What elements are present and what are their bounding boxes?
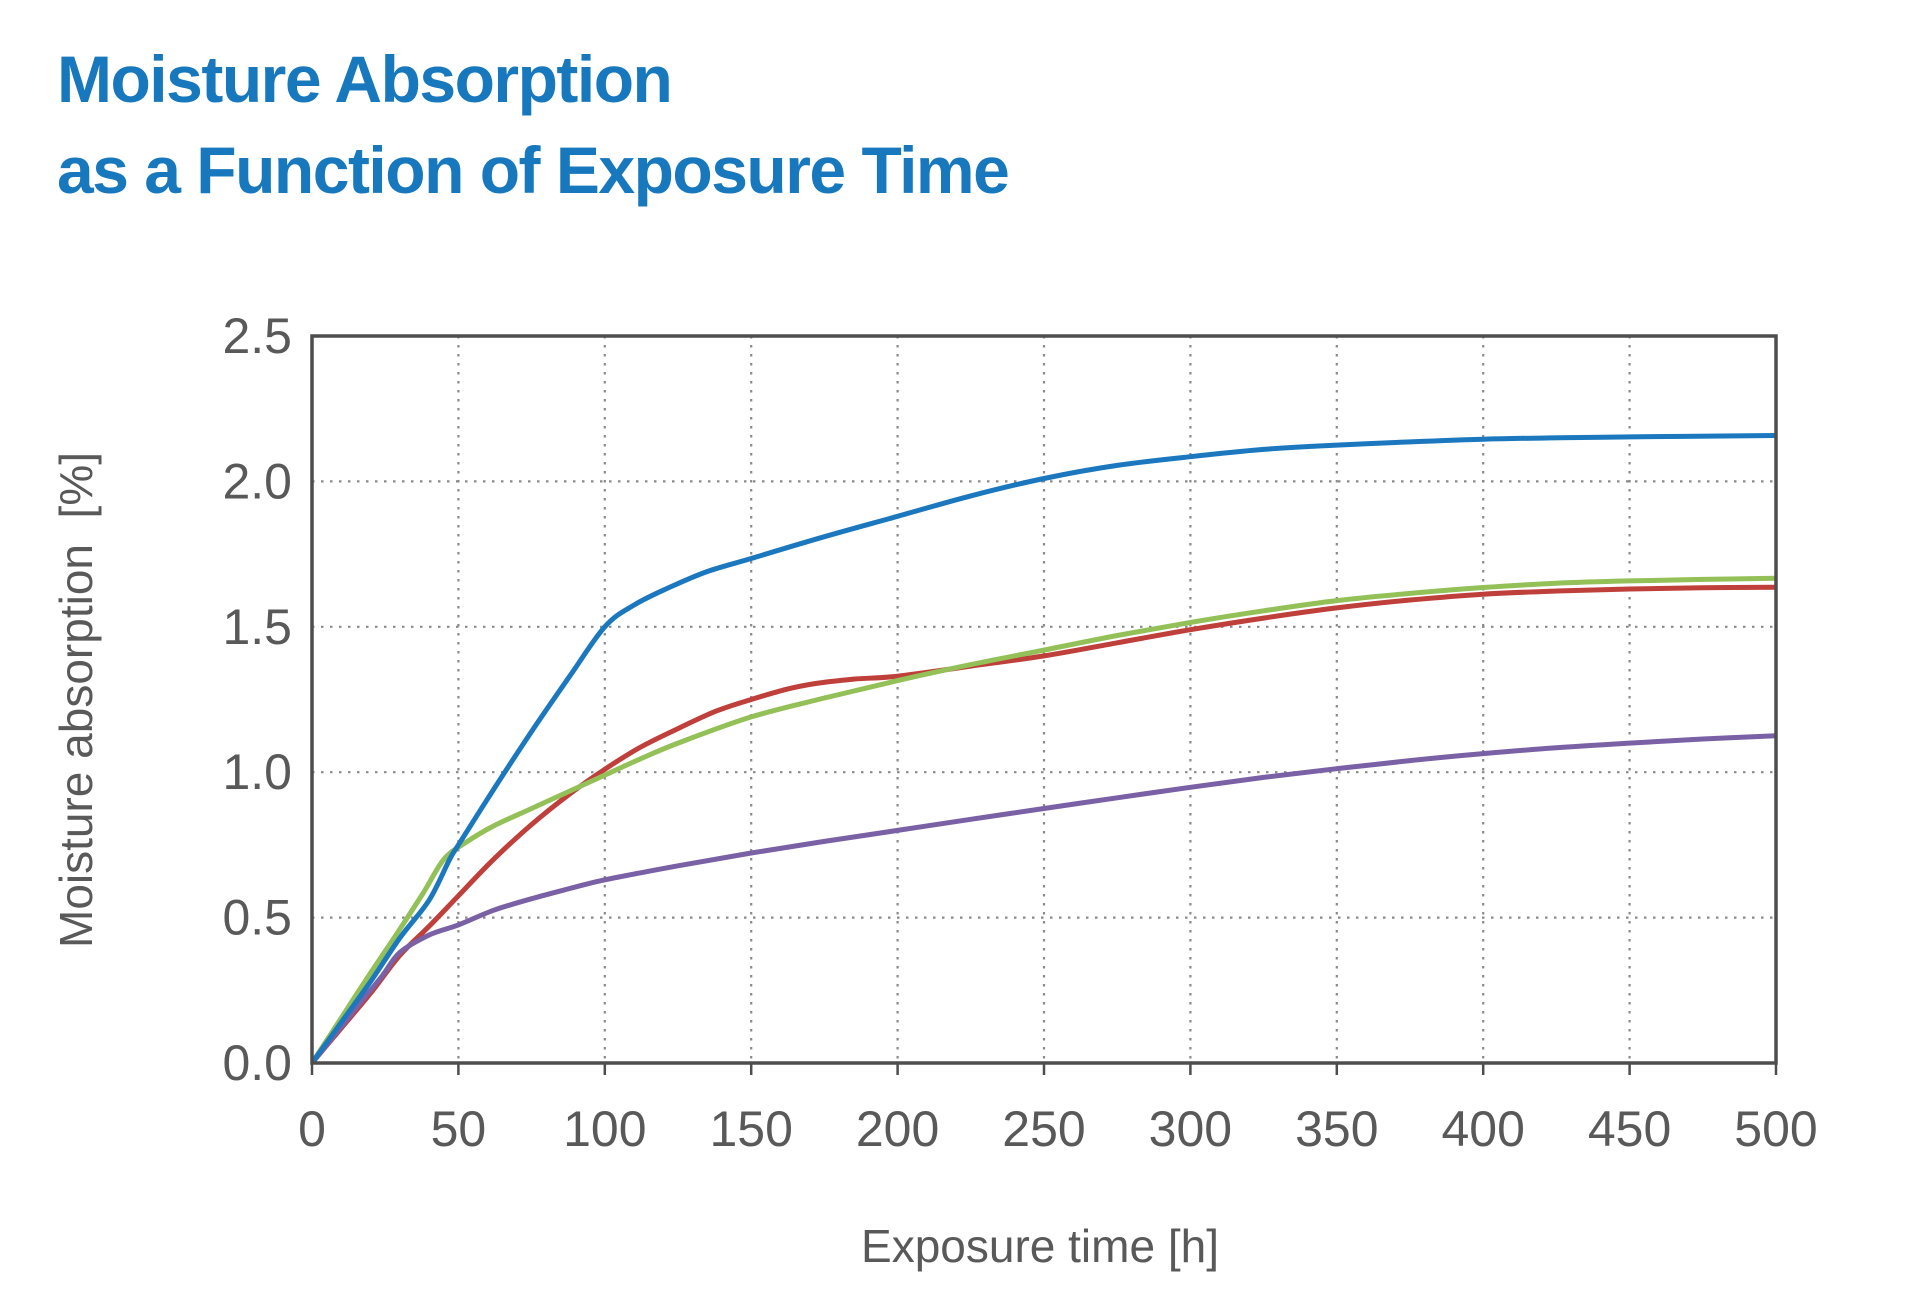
series-line-green <box>312 575 1776 1063</box>
x-axis-title: Exposure time [h] <box>861 1220 1219 1272</box>
series-line-blue <box>312 433 1776 1063</box>
x-tick-label: 250 <box>1002 1101 1085 1157</box>
y-axis-title: Moisture absorption [%] <box>50 452 102 948</box>
y-tick-label: 2.0 <box>222 453 292 509</box>
x-tick-label: 150 <box>709 1101 792 1157</box>
y-tick-label: 1.0 <box>222 744 292 800</box>
x-tick-label: 350 <box>1295 1101 1378 1157</box>
x-axis-ticks <box>310 1063 1778 1075</box>
x-tick-label: 0 <box>298 1101 326 1157</box>
x-tick-label: 100 <box>563 1101 646 1157</box>
y-tick-label: 0.5 <box>222 890 292 946</box>
grid-lines <box>312 336 1776 1063</box>
chart-title-line-2: as a Function of Exposure Time <box>57 133 1010 207</box>
y-tick-label: 0.0 <box>222 1035 292 1091</box>
chart-title: Moisture Absorption as a Function of Exp… <box>57 34 1010 216</box>
y-tick-label: 2.5 <box>222 308 292 364</box>
x-tick-label: 450 <box>1588 1101 1671 1157</box>
x-tick-label: 500 <box>1734 1101 1817 1157</box>
y-tick-labels: 0.0 0.5 1.0 1.5 2.0 2.5 <box>222 308 292 1091</box>
series-line-purple <box>312 733 1776 1063</box>
x-tick-label: 200 <box>856 1101 939 1157</box>
y-tick-label: 1.5 <box>222 599 292 655</box>
x-tick-labels: 0 50 100 150 200 250 300 350 400 450 500 <box>298 1101 1818 1157</box>
chart-title-line-1: Moisture Absorption <box>57 42 673 116</box>
x-tick-label: 400 <box>1441 1101 1524 1157</box>
x-tick-label: 300 <box>1149 1101 1232 1157</box>
plot-border <box>310 334 1778 1065</box>
series-line-red <box>312 584 1776 1063</box>
x-tick-label: 50 <box>431 1101 487 1157</box>
plot-area: 0 50 100 150 200 250 300 350 400 450 500 0.0 0.5 1.0 1… <box>222 308 1817 1157</box>
data-series <box>312 433 1776 1063</box>
